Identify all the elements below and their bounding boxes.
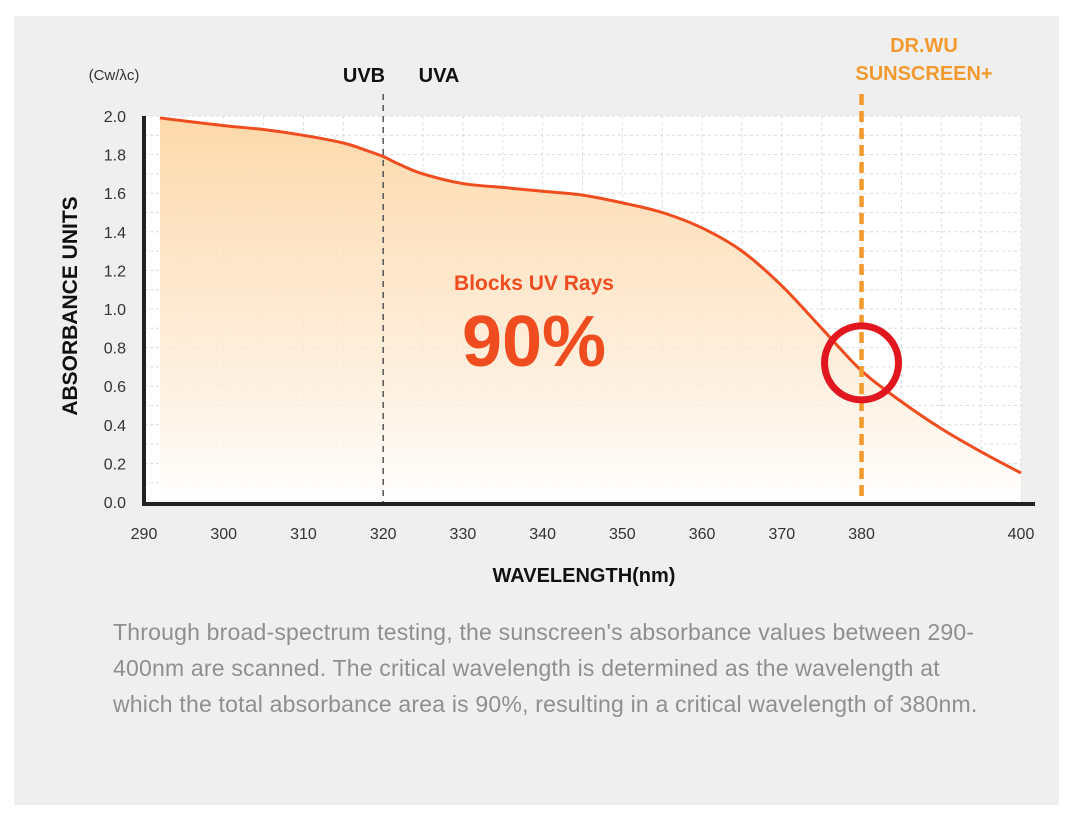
product-label-line1: DR.WU: [890, 35, 958, 57]
absorbance-curve: [159, 116, 1022, 475]
x-tick-label: 350: [609, 526, 636, 543]
y-tick-label: 1.2: [104, 263, 126, 280]
y-tick-label: 1.4: [104, 225, 126, 242]
description-text: Through broad-spectrum testing, the suns…: [113, 619, 978, 717]
x-tick-label: 310: [290, 526, 317, 543]
x-tick-label: 290: [131, 526, 158, 543]
y-tick-label: 1.8: [104, 148, 126, 165]
x-tick-label: 370: [768, 526, 795, 543]
x-tick-label: 330: [450, 526, 477, 543]
y-tick-label: 0.4: [104, 418, 126, 435]
y-tick-label: 1.6: [104, 186, 126, 203]
x-tick-labels: 290 300 310 320 330 340 350 360 370 380 400: [131, 526, 1035, 543]
y-tick-label: 1.0: [104, 302, 126, 319]
critical-point-circle: [821, 322, 903, 404]
x-axis-title: WAVELENGTH(nm): [493, 565, 676, 587]
y-tick-label: 0.8: [104, 341, 126, 358]
absorbance-chart: 290 300 310 320 330 340 350 360 370 380 400 0.0 0.2…: [59, 35, 1035, 587]
x-tick-label: 360: [689, 526, 716, 543]
x-tick-label: 340: [529, 526, 556, 543]
blocks-uv-label: Blocks UV Rays: [454, 272, 614, 295]
uva-label: UVA: [419, 65, 460, 87]
uvb-label: UVB: [343, 65, 385, 87]
y-tick-labels: 0.0 0.2 0.4 0.6 0.8 1.0 1.2 1.4 1.6 1.8 2.0: [104, 109, 126, 512]
y-tick-label: 2.0: [104, 109, 126, 126]
y-tick-label: 0.6: [104, 379, 126, 396]
y-axis-title: ABSORBANCE UNITS: [59, 196, 82, 415]
x-tick-label: 300: [210, 526, 237, 543]
y-tick-label: 0.0: [104, 495, 126, 512]
absorbance-area: [159, 117, 1022, 503]
product-label-line2: SUNSCREEN+: [855, 63, 992, 85]
y-unit-label: (Cw/λc): [89, 67, 140, 84]
y-tick-label: 0.2: [104, 456, 126, 473]
x-tick-label: 320: [370, 526, 397, 543]
x-tick-label: 380: [848, 526, 875, 543]
x-tick-label: 400: [1008, 526, 1035, 543]
blocks-uv-percent: 90%: [462, 302, 606, 382]
